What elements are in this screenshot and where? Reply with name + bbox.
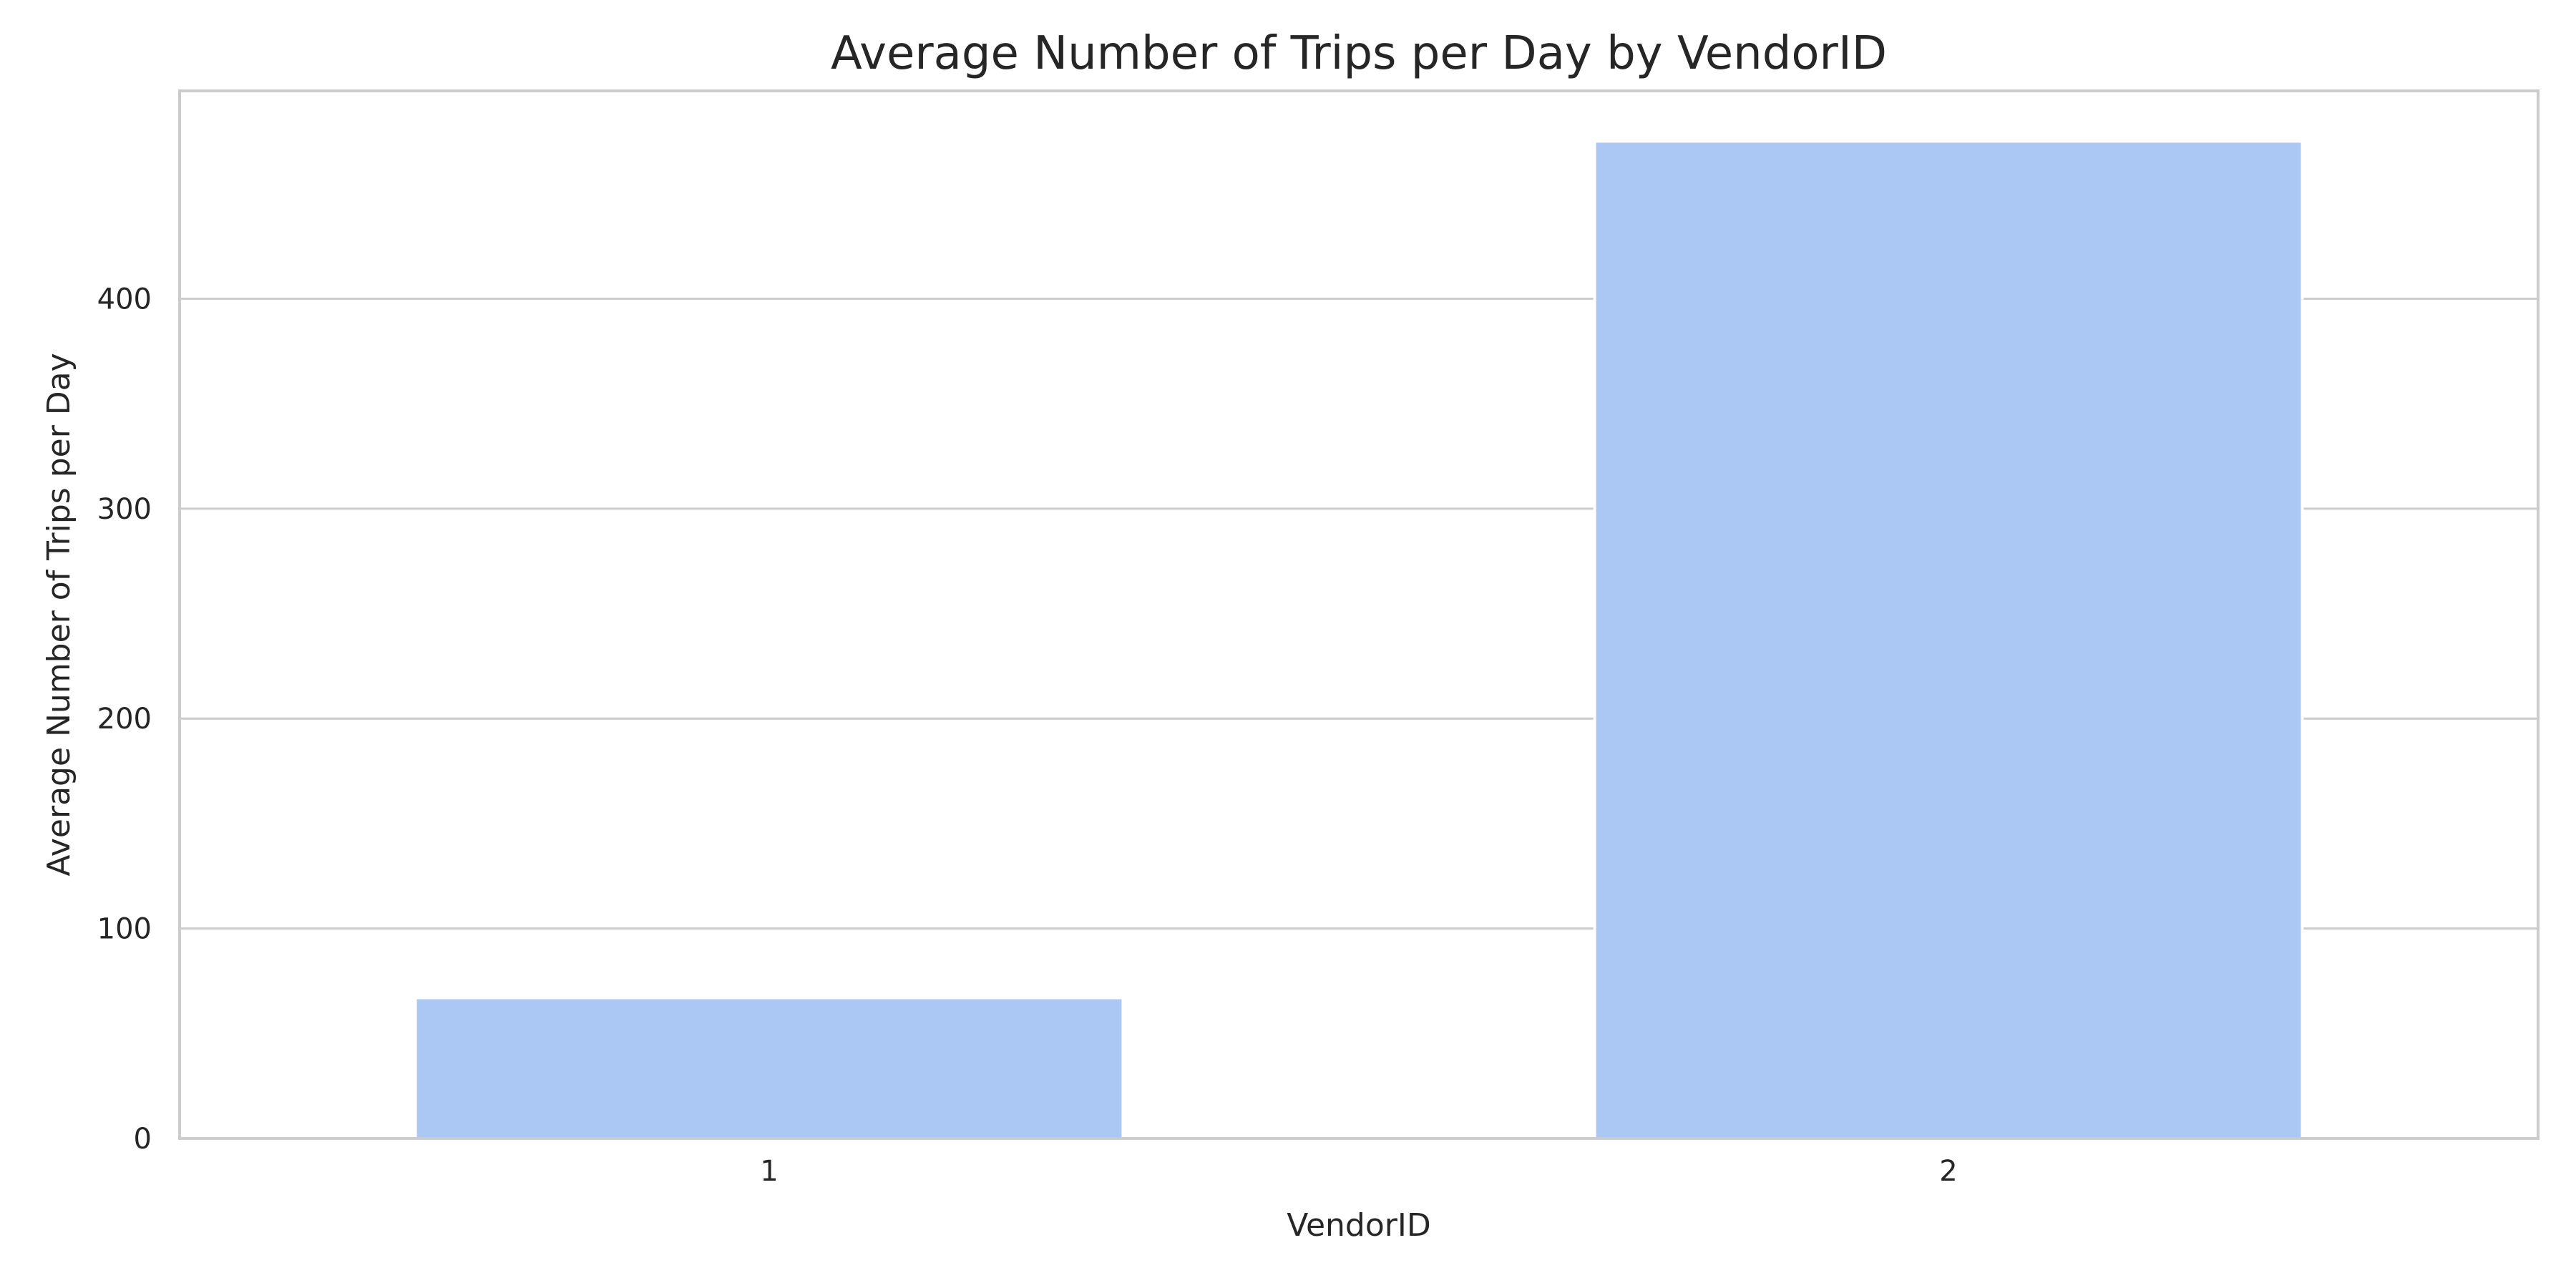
y-tick-label: 200: [97, 703, 152, 736]
x-axis-label: VendorID: [1287, 1207, 1430, 1244]
plot-frame: [178, 89, 2540, 1140]
y-axis-label: Average Number of Trips per Day: [41, 353, 77, 876]
bar-vendor-1: [414, 996, 1125, 1141]
chart-title: Average Number of Trips per Day by Vendo…: [831, 27, 1887, 80]
x-tick-label: 2: [1939, 1155, 1957, 1188]
bar-vendor-2: [1593, 140, 2304, 1140]
y-tick-label: 400: [97, 283, 152, 316]
y-tick-label: 100: [97, 913, 152, 946]
y-tick-label: 0: [134, 1123, 152, 1156]
y-tick-label: 300: [97, 493, 152, 526]
bars: [414, 140, 2304, 1141]
x-tick-label: 1: [760, 1155, 778, 1188]
y-axis-ticks: 0 100 200 300 400: [97, 283, 152, 1156]
